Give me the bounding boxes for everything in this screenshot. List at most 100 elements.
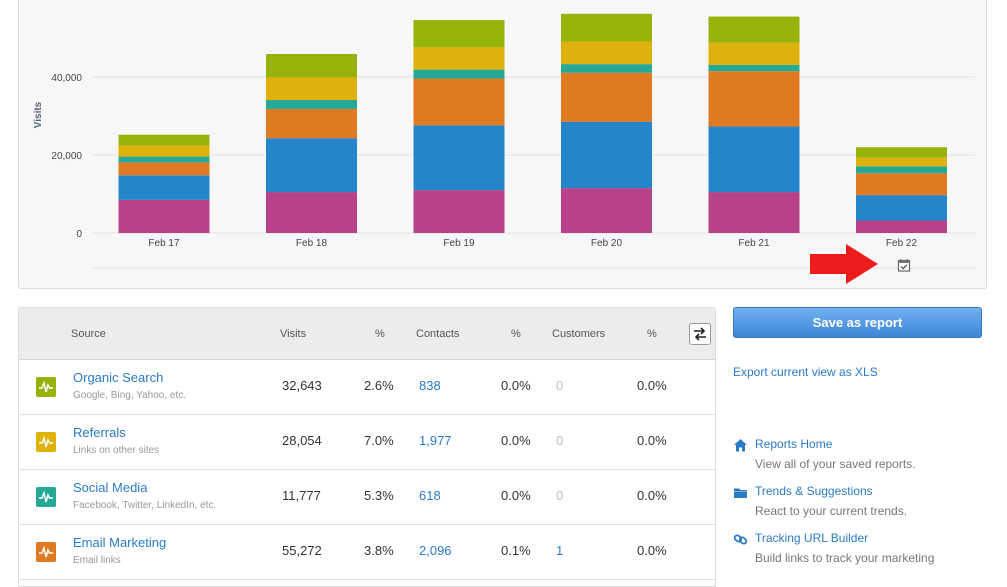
bar-segment <box>561 13 652 42</box>
y-axis-title: Visits <box>33 101 44 128</box>
activity-icon <box>36 377 56 397</box>
contacts-value-link[interactable]: 1,977 <box>419 433 452 448</box>
bar-segment <box>856 147 947 158</box>
bar-segment <box>266 77 357 101</box>
bar-segment <box>561 64 652 73</box>
customers-value: 0 <box>556 488 564 503</box>
bar-segment <box>266 192 357 233</box>
bar-segment <box>266 53 357 78</box>
y-tick-label: 0 <box>76 229 82 240</box>
header-visits-pct[interactable]: % <box>375 328 385 340</box>
bar-segment <box>708 71 800 127</box>
bar-segment <box>708 42 800 65</box>
x-tick-label: Feb 19 <box>443 238 475 249</box>
customers-value-link[interactable]: 1 <box>556 543 564 558</box>
x-tick-label: Feb 22 <box>886 238 918 249</box>
folder-icon <box>734 488 747 498</box>
customers-value: 0 <box>556 378 564 393</box>
bar-segment <box>266 138 357 193</box>
bar-segment <box>708 64 800 72</box>
bar-segment <box>856 157 947 167</box>
save-as-report-button[interactable]: Save as report <box>733 307 982 338</box>
visits-value: 55,272 <box>282 543 322 558</box>
activity-icon <box>36 487 56 507</box>
bar-segment <box>413 47 505 70</box>
table-row: Organic Search Google, Bing, Yahoo, etc.… <box>19 360 715 415</box>
source-name-link[interactable]: Organic Search <box>73 370 164 385</box>
source-description: Facebook, Twitter, LinkedIn, etc. <box>73 500 217 511</box>
header-customers[interactable]: Customers <box>552 328 606 340</box>
bar-segment <box>118 175 210 200</box>
table-row: Email Marketing Email links 55,272 3.8% … <box>19 525 715 580</box>
swap-arrows-icon <box>694 327 706 341</box>
table-row: Social Media Facebook, Twitter, LinkedIn… <box>19 470 715 525</box>
bar-segment <box>118 134 210 146</box>
visits-value: 11,777 <box>282 488 321 503</box>
x-tick-label: Feb 21 <box>738 238 770 249</box>
bar-segment <box>118 162 210 176</box>
bar-segment <box>856 166 947 174</box>
contacts-value-link[interactable]: 2,096 <box>419 543 452 558</box>
bar-segment <box>118 156 210 163</box>
table-header: Source Visits % Contacts % Customers % <box>19 308 715 360</box>
customers-pct-value: 0.0% <box>637 378 667 393</box>
home-icon <box>734 439 747 452</box>
header-visits[interactable]: Visits <box>280 328 307 340</box>
source-name-link[interactable]: Email Marketing <box>73 535 167 550</box>
header-customers-pct[interactable]: % <box>647 328 657 340</box>
customers-pct-value: 0.0% <box>637 488 667 503</box>
bar-segment <box>561 72 652 122</box>
bar-segment <box>413 69 505 79</box>
contacts-value-link[interactable]: 618 <box>419 488 441 503</box>
visits-chart-panel: 0 20,000 40,000 Visits Feb 17 Feb 18 Feb 19 Feb… <box>18 0 987 289</box>
customers-value: 0 <box>556 433 564 448</box>
bar-segment <box>708 192 800 233</box>
bar-segment <box>856 195 947 221</box>
bar-segment <box>413 78 505 126</box>
source-description: Email links <box>73 555 121 566</box>
visits-stacked-bar-chart: 0 20,000 40,000 Visits Feb 17 Feb 18 Feb 19 Feb… <box>33 13 975 269</box>
bar-segment <box>266 108 357 139</box>
trends-suggestions-link[interactable]: Trends & Suggestions <box>755 484 873 498</box>
trends-suggestions-description: React to your current trends. <box>755 504 908 518</box>
customers-pct-value: 0.0% <box>637 543 667 558</box>
bar-segment <box>856 173 947 196</box>
contacts-pct-value: 0.0% <box>501 378 531 393</box>
link-icon <box>733 534 748 545</box>
visits-pct-value: 2.6% <box>364 378 394 393</box>
source-description: Google, Bing, Yahoo, etc. <box>73 390 187 401</box>
bar-segment <box>561 41 652 65</box>
customers-pct-value: 0.0% <box>637 433 667 448</box>
header-contacts[interactable]: Contacts <box>416 328 460 340</box>
y-tick-label: 20,000 <box>51 151 82 162</box>
visits-pct-value: 7.0% <box>364 433 394 448</box>
visits-value: 32,643 <box>282 378 322 393</box>
calendar-icon[interactable] <box>897 258 911 272</box>
reports-home-description: View all of your saved reports. <box>755 457 916 471</box>
toggle-columns-button[interactable] <box>689 323 711 345</box>
activity-icon <box>36 542 56 562</box>
y-tick-label: 40,000 <box>51 73 82 84</box>
table-row: Referrals Links on other sites 28,054 7.… <box>19 415 715 470</box>
bar-segment <box>413 20 505 48</box>
tracking-url-builder-link[interactable]: Tracking URL Builder <box>755 531 869 545</box>
visits-value: 28,054 <box>282 433 322 448</box>
source-description: Links on other sites <box>73 445 160 456</box>
x-tick-label: Feb 18 <box>296 238 328 249</box>
contacts-value-link[interactable]: 838 <box>419 378 441 393</box>
source-name-link[interactable]: Social Media <box>73 480 148 495</box>
bar-segment <box>266 100 357 109</box>
bar-segment <box>708 16 800 43</box>
activity-icon <box>36 432 56 452</box>
tracking-url-builder-description: Build links to track your marketing <box>755 551 935 565</box>
red-arrow-annotation <box>808 242 880 286</box>
reports-home-link[interactable]: Reports Home <box>755 437 833 451</box>
header-source[interactable]: Source <box>71 328 106 340</box>
export-xls-link[interactable]: Export current view as XLS <box>733 365 878 379</box>
bar-segment <box>413 190 505 233</box>
source-name-link[interactable]: Referrals <box>73 425 126 440</box>
bar-segment <box>561 188 652 233</box>
header-contacts-pct[interactable]: % <box>511 328 521 340</box>
contacts-pct-value: 0.0% <box>501 433 531 448</box>
bar-segment <box>413 125 505 191</box>
